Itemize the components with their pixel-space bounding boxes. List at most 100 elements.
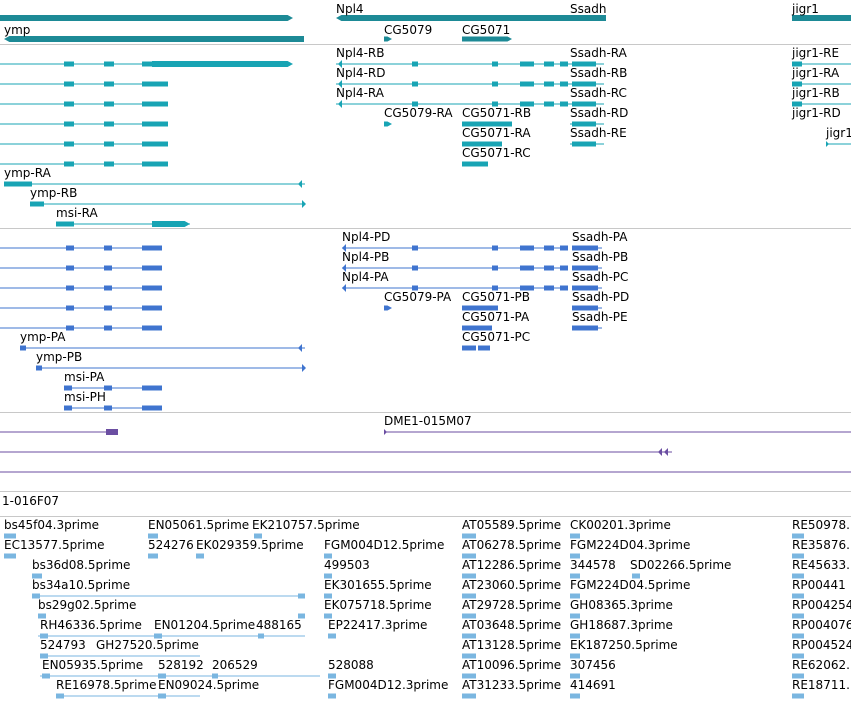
transcript-exon[interactable] (792, 61, 802, 67)
protein-label[interactable]: Ssadh-PD (572, 290, 630, 304)
est-glyph[interactable] (328, 633, 336, 639)
est-glyph[interactable] (792, 633, 804, 639)
transcript-exon[interactable] (412, 81, 418, 87)
est-label[interactable]: AT23060.5prime (462, 578, 562, 592)
est-label[interactable]: bs45f04.3prime (4, 518, 100, 532)
protein-exon[interactable] (560, 285, 568, 291)
transcript-label[interactable]: Ssadh-RC (570, 86, 627, 100)
est-glyph[interactable] (42, 673, 50, 679)
protein-exon[interactable] (492, 245, 498, 251)
est-label[interactable]: SD02266.5prime (630, 558, 732, 572)
transcript-arrow[interactable] (338, 100, 342, 108)
transcript-exon[interactable] (462, 141, 502, 147)
protein-exon[interactable] (462, 305, 498, 311)
transcript-exon[interactable] (64, 81, 74, 87)
protein-label[interactable]: msi-PH (64, 390, 106, 404)
transcript-arrow[interactable] (298, 180, 302, 188)
est-glyph[interactable] (462, 673, 476, 679)
protein-exon[interactable] (104, 385, 112, 391)
transcript-exon[interactable] (572, 141, 596, 147)
est-glyph[interactable] (324, 553, 332, 559)
est-label[interactable]: RH46336.5prime (40, 618, 142, 632)
est-glyph[interactable] (792, 533, 804, 539)
est-label[interactable]: FGM004D12.5prime (324, 538, 445, 552)
est-glyph[interactable] (4, 553, 16, 559)
transcript-exon[interactable] (520, 101, 534, 107)
est-label[interactable]: AT13128.5prime (462, 638, 562, 652)
protein-exon[interactable] (492, 285, 498, 291)
est-label[interactable]: FGM004D12.3prime (328, 678, 449, 692)
est-label[interactable]: EN09024.5prime (158, 678, 260, 692)
clone-arrow[interactable] (658, 448, 662, 456)
protein-exon[interactable] (520, 265, 534, 271)
protein-exon[interactable] (66, 285, 74, 291)
est-label[interactable]: RE18711. (792, 678, 850, 692)
protein-exon[interactable] (520, 245, 534, 251)
est-glyph[interactable] (32, 593, 40, 599)
transcript-exon[interactable] (544, 81, 554, 87)
transcript-exon[interactable] (152, 61, 293, 67)
transcript-exon[interactable] (30, 201, 44, 207)
est-glyph[interactable] (328, 673, 336, 679)
transcript-exon[interactable] (104, 161, 114, 167)
protein-exon[interactable] (142, 245, 162, 251)
protein-exon[interactable] (104, 245, 112, 251)
est-label[interactable]: 528088 (328, 658, 374, 672)
est-label[interactable]: RP00441 (792, 578, 846, 592)
est-glyph[interactable] (328, 693, 336, 699)
protein-label[interactable]: ymp-PA (20, 330, 66, 344)
transcript-label[interactable]: ymp-RA (4, 166, 51, 180)
transcript-exon[interactable] (560, 101, 568, 107)
protein-exon[interactable] (142, 305, 162, 311)
est-label[interactable]: 528192 (158, 658, 204, 672)
est-label[interactable]: RE50978. (792, 518, 850, 532)
est-glyph[interactable] (632, 573, 640, 579)
est-glyph[interactable] (462, 653, 476, 659)
gene-glyph-cg5071[interactable] (462, 36, 512, 42)
protein-label[interactable]: Npl4-PB (342, 250, 390, 264)
protein-exon[interactable] (142, 285, 162, 291)
transcript-exon[interactable] (64, 61, 74, 67)
protein-exon[interactable] (462, 325, 492, 331)
transcript-exon[interactable] (792, 101, 802, 107)
transcript-exon[interactable] (104, 101, 114, 107)
est-label[interactable]: AT29728.5prime (462, 598, 562, 612)
protein-arrow[interactable] (342, 244, 346, 252)
transcript-exon[interactable] (64, 121, 74, 127)
est-glyph[interactable] (32, 573, 42, 579)
est-glyph[interactable] (570, 533, 580, 539)
est-label[interactable]: GH08365.3prime (570, 598, 673, 612)
est-glyph[interactable] (792, 573, 804, 579)
protein-exon[interactable] (544, 245, 554, 251)
protein-exon[interactable] (560, 265, 568, 271)
transcript-exon[interactable] (152, 121, 168, 127)
protein-exon[interactable] (572, 285, 598, 291)
est-glyph[interactable] (56, 693, 64, 699)
est-glyph[interactable] (212, 673, 218, 679)
est-label[interactable]: 524793 (40, 638, 86, 652)
est-label[interactable]: RE35876. (792, 538, 850, 552)
transcript-exon[interactable] (104, 121, 114, 127)
est-glyph[interactable] (40, 633, 48, 639)
protein-exon[interactable] (572, 325, 598, 331)
protein-arrow[interactable] (342, 264, 346, 272)
est-glyph[interactable] (462, 573, 476, 579)
protein-exon[interactable] (142, 265, 162, 271)
protein-label[interactable]: Npl4-PD (342, 230, 391, 244)
protein-exon[interactable] (104, 325, 112, 331)
est-glyph[interactable] (792, 613, 804, 619)
est-label[interactable]: bs34a10.5prime (32, 578, 131, 592)
est-glyph[interactable] (462, 633, 476, 639)
transcript-exon[interactable] (572, 61, 596, 67)
est-glyph[interactable] (792, 653, 804, 659)
transcript-exon[interactable] (492, 61, 498, 67)
est-glyph[interactable] (158, 673, 166, 679)
transcript-label[interactable]: Ssadh-RA (570, 46, 627, 60)
est-glyph[interactable] (158, 693, 166, 699)
transcript-label[interactable]: Ssadh-RE (570, 126, 627, 140)
protein-exon[interactable] (572, 265, 598, 271)
protein-exon[interactable] (66, 325, 74, 331)
est-glyph[interactable] (792, 553, 804, 559)
